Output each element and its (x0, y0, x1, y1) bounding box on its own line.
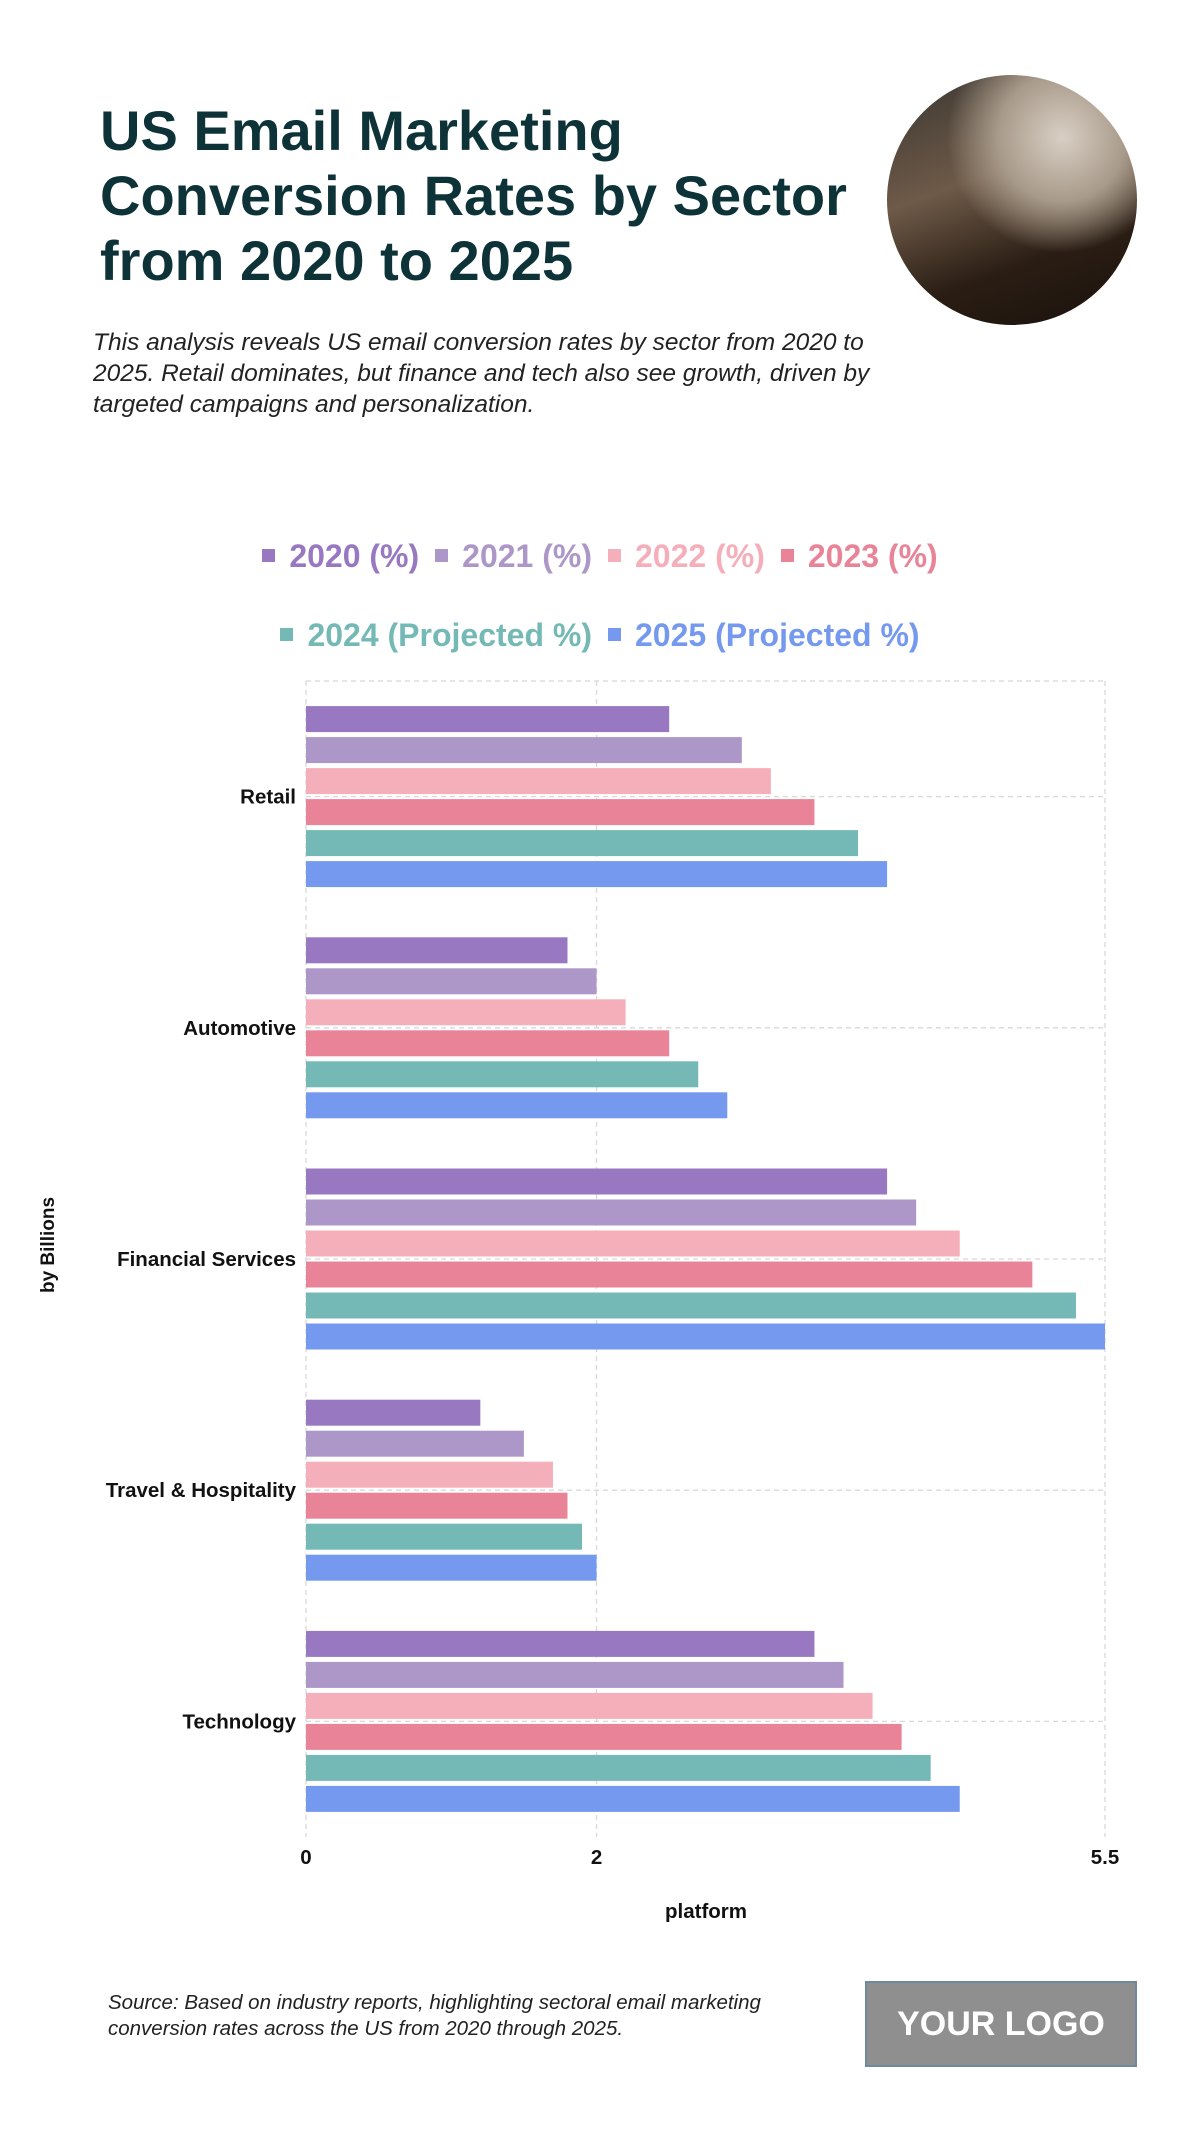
bar (306, 1785, 960, 1812)
legend-label: 2024 (Projected %) (307, 617, 592, 653)
legend-swatch (608, 549, 621, 563)
legend-item: 2024 (Projected %) (280, 617, 592, 654)
bar (306, 1168, 888, 1195)
legend-label: 2020 (%) (289, 538, 420, 574)
legend-label: 2022 (%) (635, 538, 765, 574)
bar (306, 1061, 699, 1088)
header: US Email Marketing Conversion Rates by S… (93, 98, 890, 420)
bar (306, 1323, 1105, 1350)
legend-label: 2021 (%) (462, 538, 592, 574)
bar (306, 706, 670, 733)
bar (306, 1661, 844, 1688)
category-label: Automotive (183, 1017, 296, 1040)
x-tick-label: 5.5 (1091, 1846, 1120, 1869)
bar (306, 1399, 481, 1426)
bar (306, 999, 626, 1026)
x-axis-label: platform (665, 1900, 747, 1923)
bar (306, 1261, 1033, 1288)
legend-item: 2020 (%) (262, 538, 419, 575)
bar (306, 799, 815, 826)
bar (306, 1492, 568, 1519)
x-tick-label: 2 (591, 1846, 602, 1869)
bar (306, 1230, 960, 1257)
y-axis-label: by Billions (38, 1197, 59, 1293)
bar (306, 1292, 1076, 1319)
bar (306, 1030, 670, 1057)
bar (306, 1461, 553, 1488)
bar (306, 1554, 597, 1581)
category-label: Financial Services (117, 1248, 296, 1271)
legend-swatch (435, 549, 449, 563)
bar (306, 861, 888, 888)
bar (306, 1630, 815, 1657)
header-photo (887, 75, 1137, 325)
page-subtitle: This analysis reveals US email conversio… (93, 329, 870, 418)
bar (306, 1523, 583, 1550)
legend-row-2: 2024 (Projected %) 2025 (Projected %) (0, 617, 1200, 654)
bar (306, 830, 859, 857)
category-label: Travel & Hospitality (106, 1479, 297, 1502)
legend-item: 2025 (Projected %) (608, 617, 920, 654)
legend-label: 2025 (Projected %) (635, 617, 920, 653)
legend-swatch (780, 549, 794, 563)
legend-item: 2023 (%) (780, 538, 938, 575)
source-note: Source: Based on industry reports, highl… (108, 1991, 761, 2040)
category-label: Technology (182, 1710, 296, 1733)
category-label: Retail (240, 786, 296, 809)
bar (306, 937, 568, 964)
bar (306, 1692, 873, 1719)
legend-item: 2021 (%) (435, 538, 592, 575)
legend-swatch (262, 549, 276, 563)
bar (306, 1092, 728, 1119)
logo-placeholder: YOUR LOGO (865, 1981, 1137, 2067)
bar (306, 1754, 931, 1781)
bar (306, 737, 742, 764)
legend-swatch (608, 628, 621, 642)
legend-row-1: 2020 (%) 2021 (%) 2022 (%) 2023 (%) (0, 538, 1200, 575)
legend-item: 2022 (%) (608, 538, 765, 575)
page-title: US Email Marketing Conversion Rates by S… (100, 99, 847, 292)
bar (306, 1723, 902, 1750)
bar (306, 1199, 917, 1226)
x-tick-label: 0 (300, 1846, 311, 1869)
legend-swatch (280, 628, 294, 642)
bar (306, 768, 771, 795)
bar (306, 1430, 524, 1457)
bar (306, 968, 597, 995)
legend-label: 2023 (%) (807, 538, 938, 574)
